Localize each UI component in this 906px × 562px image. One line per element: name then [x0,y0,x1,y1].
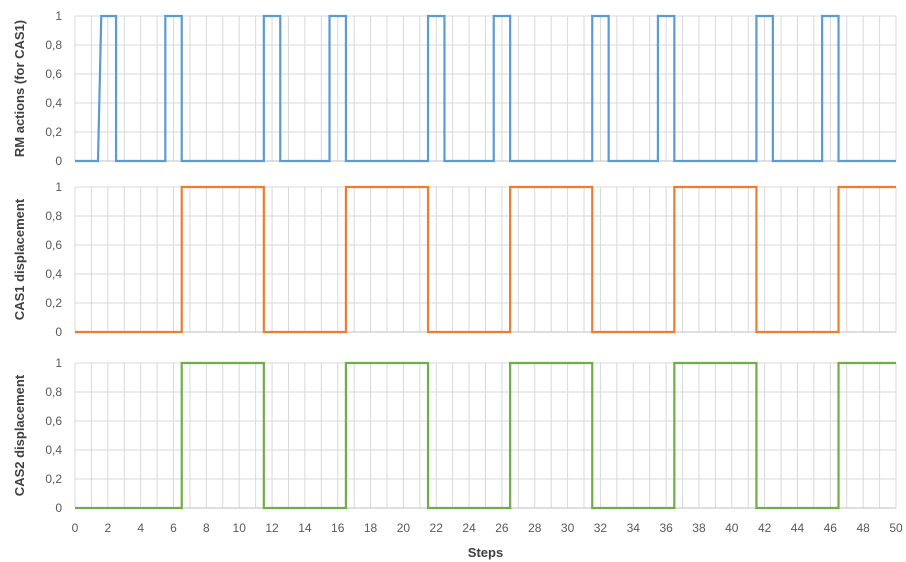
x-tick-label: 8 [203,521,210,535]
y-tick-label: 0,2 [45,472,62,486]
y-tick-label: 1 [55,180,62,194]
x-tick-label: 40 [725,521,739,535]
y-axis-label: RM actions (for CAS1) [12,20,27,157]
x-tick-label: 12 [265,521,279,535]
x-tick-label: 4 [137,521,144,535]
y-tick-label: 0,4 [45,443,62,457]
grid-layer [74,15,897,509]
x-tick-label: 22 [430,521,444,535]
series-line-panel-3 [75,361,896,510]
x-tick-label: 0 [72,521,79,535]
y-tick-label: 1 [55,356,62,370]
y-tick-label: 1 [55,9,62,23]
x-tick-label: 36 [659,521,673,535]
x-tick-label: 20 [397,521,411,535]
x-tick-label: 48 [856,521,870,535]
x-tick-label: 18 [364,521,378,535]
series-line-panel-1 [75,14,896,163]
x-tick-label: 38 [692,521,706,535]
series-layer [75,14,896,510]
y-tick-label: 0,4 [45,96,62,110]
x-tick-label: 30 [561,521,575,535]
x-tick-label: 50 [889,521,903,535]
x-tick-label: 26 [495,521,509,535]
x-tick-label: 46 [824,521,838,535]
y-tick-label: 0,6 [45,238,62,252]
x-tick-label: 34 [627,521,641,535]
y-tick-label: 0,8 [45,209,62,223]
y-tick-label: 0,8 [45,38,62,52]
y-tick-label: 0,2 [45,296,62,310]
y-tick-label: 0 [55,501,62,515]
x-tick-label: 24 [462,521,476,535]
y-tick-label: 0,6 [45,414,62,428]
x-axis-label: Steps [468,545,503,560]
x-tick-label: 28 [528,521,542,535]
y-tick-label: 0,2 [45,125,62,139]
x-tick-label: 32 [594,521,608,535]
x-tick-label: 2 [104,521,111,535]
y-tick-label: 0 [55,325,62,339]
y-tick-label: 0,8 [45,385,62,399]
y-tick-label: 0,4 [45,267,62,281]
x-tick-label: 6 [170,521,177,535]
x-tick-label: 16 [331,521,345,535]
x-tick-label: 14 [298,521,312,535]
y-axis-label: CAS1 displacement [12,198,27,320]
series-line-panel-2 [75,185,896,334]
x-tick-label: 10 [233,521,247,535]
label-layer: 0 0,2 0,4 0,6 0,8 1 RM actions (for CAS1) 0 0,2 0… [12,9,903,560]
y-axis-label: CAS2 displacement [12,374,27,496]
x-tick-label: 44 [791,521,805,535]
x-tick-label: 42 [758,521,772,535]
y-tick-label: 0 [55,154,62,168]
y-tick-label: 0,6 [45,67,62,81]
